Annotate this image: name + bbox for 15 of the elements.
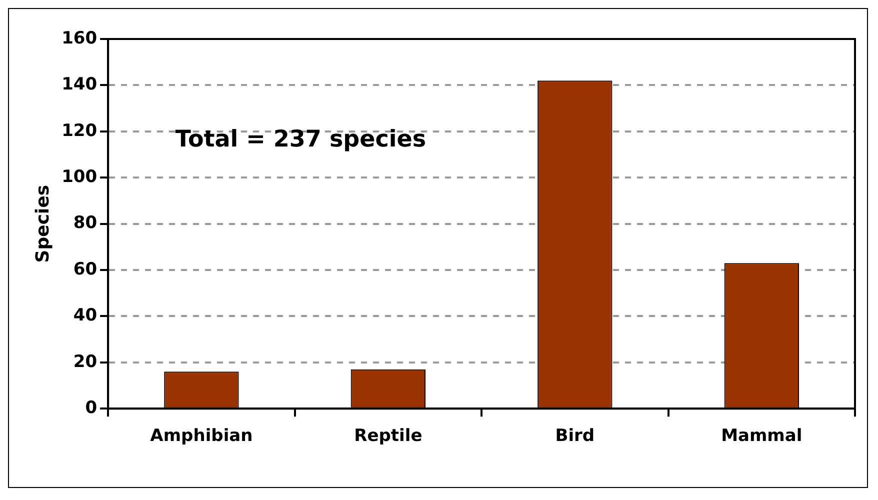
x-tick-label: Reptile — [354, 426, 422, 446]
x-tick-label: Amphibian — [150, 426, 253, 446]
x-tick-label: Mammal — [721, 426, 802, 446]
y-tick-label: 160 — [62, 28, 98, 48]
y-axis-title: Species — [32, 184, 54, 263]
y-tick-label: 40 — [73, 306, 98, 326]
y-tick-label: 140 — [62, 74, 98, 95]
annotation: Total = 237 species — [175, 126, 426, 153]
y-tick-label: 20 — [73, 352, 98, 372]
x-tick-label: Bird — [555, 426, 595, 446]
y-tick-label: 120 — [62, 120, 98, 141]
y-tick-label: 80 — [73, 213, 98, 234]
y-tick-label: 60 — [73, 259, 98, 280]
y-tick-label: 0 — [85, 398, 98, 418]
y-tick-label: 100 — [62, 167, 98, 188]
